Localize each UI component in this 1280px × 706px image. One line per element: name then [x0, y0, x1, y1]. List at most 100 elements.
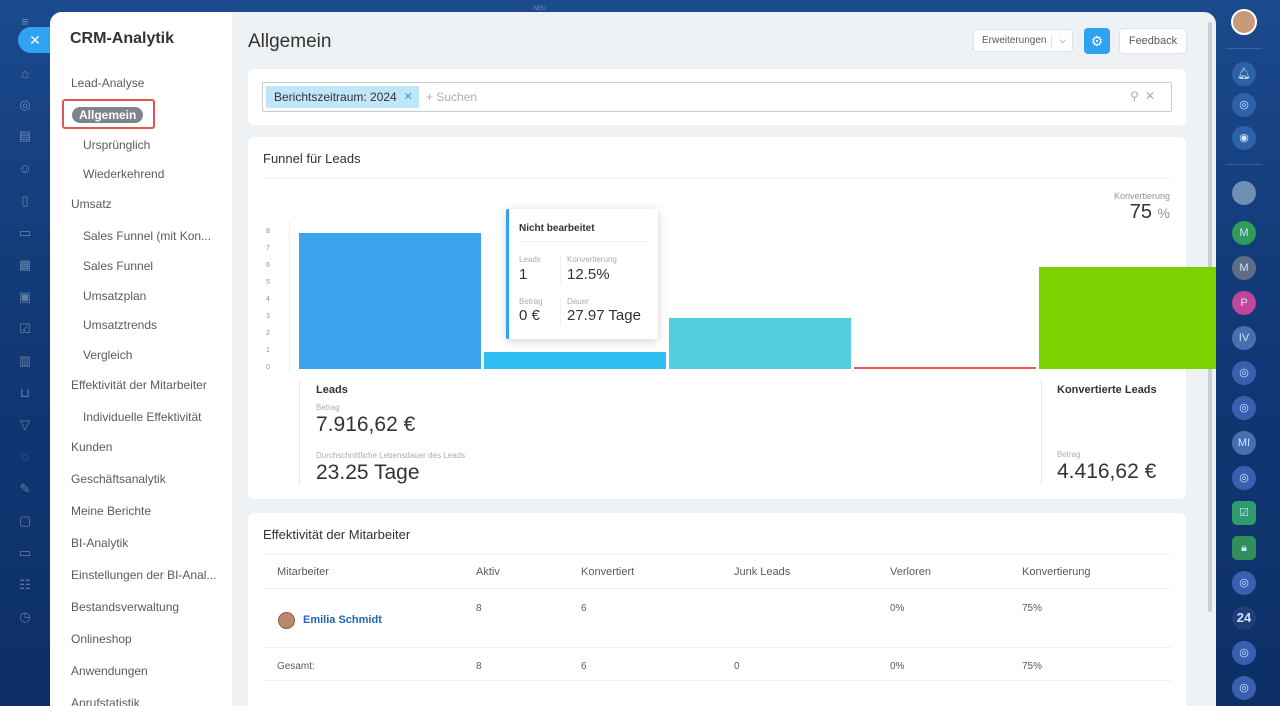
copilot-chat-icon[interactable]: ◎ [1232, 676, 1256, 700]
menu-item-umsatztrends[interactable]: Umsatztrends [83, 318, 158, 332]
column-header-aktiv[interactable]: Aktiv [476, 566, 500, 578]
cell-active[interactable]: 8 [476, 603, 482, 614]
search-chat-icon[interactable]: ◉ [1232, 126, 1256, 150]
leads-lifetime-value: 23.25 Tage [316, 461, 420, 484]
menu-item-kunden[interactable]: Kunden [71, 440, 113, 454]
divider [263, 647, 1171, 648]
chat-avatar-m2[interactable]: M [1232, 256, 1256, 280]
divider [263, 680, 1171, 681]
cell-converted[interactable]: 6 [581, 603, 587, 614]
feedback-button[interactable]: Feedback [1119, 28, 1187, 54]
total-converted[interactable]: 6 [581, 661, 587, 672]
chat-icon[interactable]: ▭ [18, 545, 32, 560]
copilot-chat-icon[interactable]: ◎ [1232, 396, 1256, 420]
chart-icon[interactable]: ▥ [18, 353, 32, 368]
contacts-icon[interactable]: ☺ [18, 161, 32, 176]
menu-item-wiederkehrend[interactable]: Wiederkehrend [83, 167, 165, 181]
settings-gear-button[interactable]: ⚙ [1084, 28, 1110, 54]
analytics-slider-panel: CRM-Analytik Lead-Analyse Allgemein Ursp… [50, 12, 1216, 706]
menu-item-individuelle-effektivitaet[interactable]: Individuelle Effektivität [83, 410, 202, 424]
menu-item-anwendungen[interactable]: Anwendungen [71, 664, 148, 678]
menu-item-meine-berichte[interactable]: Meine Berichte [71, 504, 152, 518]
filter-search-field[interactable]: Berichtszeitraum: 2024 ✕ + Suchen ⚲✕ [262, 82, 1172, 112]
menu-item-onlineshop[interactable]: Onlineshop [71, 632, 132, 646]
chevron-down-icon: ⌵ [1059, 35, 1066, 45]
funnel-bar[interactable] [484, 352, 666, 369]
checklist-icon[interactable]: ☑ [19, 321, 31, 336]
copilot-icon[interactable]: ◎ [1232, 93, 1256, 117]
funnel-bar[interactable] [299, 233, 481, 369]
pen-icon[interactable]: ✎ [19, 481, 31, 496]
filter-search-placeholder[interactable]: + Suchen [426, 90, 478, 104]
bitrix24-icon[interactable]: 24 [1232, 606, 1256, 630]
column-header-konvertierung[interactable]: Konvertierung [1022, 566, 1091, 578]
menu-item-umsatzplan[interactable]: Umsatzplan [83, 289, 147, 303]
menu-item-sales-funnel-conv[interactable]: Sales Funnel (mit Kon... [83, 229, 212, 243]
conversion-unit: % [1157, 205, 1170, 221]
menu-item-anrufstatistik[interactable]: Anrufstatistik [71, 696, 140, 706]
menu-item-umsatz[interactable]: Umsatz [71, 197, 112, 211]
copilot-chat-icon[interactable]: ◎ [1232, 466, 1256, 490]
extensions-dropdown[interactable]: Erweiterungen ⌵ [973, 29, 1073, 52]
menu-item-allgemein[interactable]: Allgemein [72, 107, 144, 123]
column-header-konvertiert[interactable]: Konvertiert [581, 566, 635, 578]
right-rail: 🔔︎ ◎ ◉ M M P IV ◎ ◎ MI ◎ ☑ 🔒︎ ◎ 24 ◎ ◎ [1216, 0, 1280, 706]
page-title: Allgemein [248, 31, 332, 52]
docs-icon[interactable]: ▯ [21, 193, 29, 208]
copilot-chat-icon[interactable]: ◎ [1232, 361, 1256, 385]
feed-icon[interactable]: ◎ [19, 97, 31, 112]
filter-tag-period[interactable]: Berichtszeitraum: 2024 ✕ [266, 86, 419, 108]
user-avatar[interactable] [1231, 9, 1257, 35]
total-active[interactable]: 8 [476, 661, 482, 672]
menu-item-sales-funnel[interactable]: Sales Funnel [83, 259, 154, 273]
menu-item-bestandsverwaltung[interactable]: Bestandsverwaltung [71, 600, 180, 614]
calendar-icon[interactable]: ▦ [18, 257, 32, 272]
menu-item-bi-analytik[interactable]: BI-Analytik [71, 536, 129, 550]
deals-icon[interactable]: ▭ [18, 225, 32, 240]
funnel-bar[interactable] [854, 367, 1036, 369]
copilot-chat-icon[interactable]: ◎ [1232, 571, 1256, 595]
column-header-verloren[interactable]: Verloren [890, 566, 931, 578]
chat-avatar-mi[interactable]: MI [1232, 431, 1256, 455]
tasks-icon[interactable]: ▤ [18, 128, 32, 143]
clear-icon[interactable]: ✕ [1144, 89, 1161, 103]
chat-avatar-iv[interactable]: IV [1232, 326, 1256, 350]
menu-item-effektivitaet[interactable]: Effektivität der Mitarbeiter [71, 378, 207, 392]
cell-lost: 0% [890, 603, 905, 614]
sites-icon[interactable]: ◌ [21, 449, 29, 464]
funnel-icon[interactable]: ▽ [20, 417, 30, 432]
menu-item-bi-einstellungen[interactable]: Einstellungen der BI-Anal... [71, 568, 217, 582]
funnel-bar[interactable] [1039, 267, 1216, 369]
menu-item-urspruenglich[interactable]: Ursprünglich [83, 138, 151, 152]
total-junk[interactable]: 0 [734, 661, 740, 672]
home-icon[interactable]: ⌂ [21, 66, 29, 81]
menu-item-vergleich[interactable]: Vergleich [83, 348, 133, 362]
task-chat-icon[interactable]: ☑ [1232, 501, 1256, 525]
search-icon[interactable]: ⚲ [1130, 89, 1145, 103]
column-header-mitarbeiter[interactable]: Mitarbeiter [277, 566, 329, 578]
menu-icon[interactable]: ≡ [21, 14, 29, 29]
chat-avatar-m[interactable]: M [1232, 221, 1256, 245]
employee-name-link[interactable]: Emilia Schmidt [303, 614, 382, 626]
contact-avatar[interactable] [1232, 181, 1256, 205]
menu-item-geschaeftsanalytik[interactable]: Geschäftsanalytik [71, 472, 166, 486]
bell-icon[interactable]: 🔔︎ [1232, 62, 1256, 86]
left-navigation-rail: ≡ ✕ ⌂ ◎ ▤ ☺ ▯ ▭ ▦ ▣ ☑ ▥ ⊔ ▽ ◌ ✎ ▢ ▭ ☷ ◷ [0, 0, 52, 706]
clock-icon[interactable]: ◷ [19, 609, 31, 624]
conversion-value: 75 % [1130, 201, 1170, 224]
cart-icon[interactable]: ⊔ [19, 385, 31, 400]
copilot-chat-icon[interactable]: ◎ [1232, 641, 1256, 665]
column-header-junk-leads[interactable]: Junk Leads [734, 566, 791, 578]
menu-item-lead-analyse[interactable]: Lead-Analyse [71, 76, 145, 90]
group-icon[interactable]: ☷ [19, 577, 31, 592]
lock-chat-icon[interactable]: 🔒︎ [1232, 536, 1256, 560]
tooltip-title: Nicht bearbeitet [519, 223, 595, 234]
storage-icon[interactable]: ▢ [18, 513, 32, 528]
funnel-card: Funnel für Leads 8 7 6 5 4 3 2 1 0 Konvertierung… [248, 137, 1216, 499]
tooltip-amount-label: Betrag [519, 297, 543, 306]
remove-filter-icon[interactable]: ✕ [403, 91, 413, 103]
funnel-bar[interactable] [669, 318, 851, 369]
close-slider-button[interactable]: ✕ [18, 27, 52, 53]
chat-avatar-p[interactable]: P [1232, 291, 1256, 315]
schedule-icon[interactable]: ▣ [18, 289, 32, 304]
